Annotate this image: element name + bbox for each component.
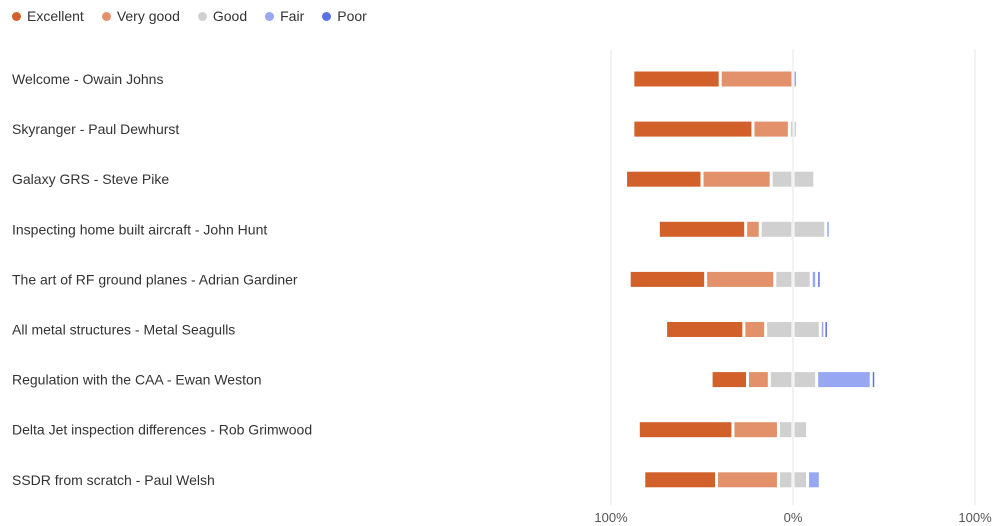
bar-segment-good <box>779 472 792 488</box>
legend-item-good: Good <box>197 8 248 24</box>
bar-segment-good <box>794 322 819 337</box>
bar-segment-fair <box>827 221 829 237</box>
bar-segment-fair <box>821 322 824 337</box>
bar-segment-good <box>794 472 807 488</box>
category-label: Welcome - Owain Johns <box>12 71 163 87</box>
x-tick-label: 100% <box>594 510 628 525</box>
category-label: Galaxy GRS - Steve Pike <box>12 171 169 187</box>
bar-segment-excellent <box>659 221 745 237</box>
bar-segment-fair <box>809 472 819 488</box>
bar-segment-fair <box>818 372 870 388</box>
bar-segment-excellent <box>667 322 743 337</box>
bar-segment-very-good <box>734 422 777 438</box>
bar-segment-excellent <box>639 422 732 438</box>
legend-label: Fair <box>280 8 305 24</box>
bar-segment-good <box>790 121 793 137</box>
legend-item-poor: Poor <box>322 8 367 24</box>
bar-segment-fair <box>812 271 816 287</box>
bar-segment-excellent <box>630 271 705 287</box>
bar-segment-good <box>794 221 825 237</box>
legend-item-fair: Fair <box>265 8 304 24</box>
legend-label: Poor <box>337 8 367 24</box>
category-label: SSDR from scratch - Paul Welsh <box>12 472 215 488</box>
bar-segment-poor <box>818 271 820 287</box>
legend-item-excellent: Excellent <box>12 8 84 24</box>
bar-segment-excellent <box>645 472 716 488</box>
bar-segment-good <box>794 171 814 187</box>
bar-segment-good <box>770 372 792 388</box>
legend-swatch <box>322 11 332 21</box>
category-label: Delta Jet inspection differences - Rob G… <box>12 422 312 438</box>
legend-swatch <box>197 11 207 21</box>
legend-swatch <box>265 11 275 21</box>
category-label: Inspecting home built aircraft - John Hu… <box>12 221 267 237</box>
legend-label: Good <box>212 8 248 24</box>
bar-segment-very-good <box>707 271 774 287</box>
bar-segment-good <box>794 372 816 388</box>
bar-segment-excellent <box>712 372 746 388</box>
bar-segment-very-good <box>747 221 759 237</box>
bar-segment-very-good <box>721 71 792 87</box>
bar-segment-fair <box>794 71 796 87</box>
bar-segment-good <box>767 322 792 337</box>
category-label: All metal structures - Metal Seagulls <box>12 322 235 338</box>
category-label: Regulation with the CAA - Ewan Weston <box>12 372 262 388</box>
bar-segment-excellent <box>634 71 719 87</box>
x-tick-label: 100% <box>958 510 992 525</box>
bar-segment-good <box>794 271 810 287</box>
legend-swatch <box>101 11 111 21</box>
bar-segment-good <box>794 121 796 137</box>
bar-segment-very-good <box>749 372 768 388</box>
bar-segment-good <box>776 271 792 287</box>
legend-swatch <box>12 11 21 21</box>
bar-segment-very-good <box>718 472 777 488</box>
legend-label: Very good <box>116 8 180 24</box>
chart-legend: Excellent Very good Good Fair Poor <box>12 6 385 26</box>
bar-segment-excellent <box>634 121 752 137</box>
x-tick-label: 0% <box>784 510 803 525</box>
bar-segment-good <box>794 422 807 438</box>
bar-segment-good <box>772 171 792 187</box>
legend-item-very-good: Very good <box>101 8 180 24</box>
bar-segment-good <box>761 221 792 237</box>
bar-segment-poor <box>872 372 875 388</box>
legend-label: Excellent <box>27 8 84 24</box>
bar-segment-very-good <box>745 322 765 337</box>
bar-segment-very-good <box>703 171 770 187</box>
bar-segment-very-good <box>754 121 788 137</box>
bar-segment-excellent <box>627 171 701 187</box>
bar-segment-poor <box>825 322 827 337</box>
bar-segment-good <box>779 422 792 438</box>
category-label: The art of RF ground planes - Adrian Gar… <box>12 271 298 287</box>
category-label: Skyranger - Paul Dewhurst <box>12 121 179 137</box>
